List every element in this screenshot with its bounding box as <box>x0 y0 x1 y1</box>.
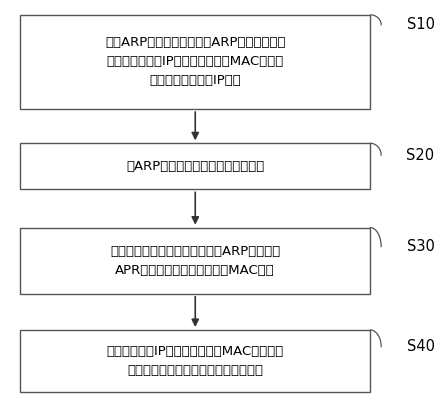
Bar <box>20 15 370 109</box>
Bar <box>20 143 370 189</box>
Text: S30: S30 <box>407 239 435 254</box>
Text: S40: S40 <box>407 339 435 354</box>
Text: 接收下位机的采集卡固件构建的ARP回应包，
APR回应包包括采集卡固件的MAC地址: 接收下位机的采集卡固件构建的ARP回应包， APR回应包包括采集卡固件的MAC地… <box>110 245 280 277</box>
Bar <box>20 330 370 392</box>
Text: S20: S20 <box>407 148 435 163</box>
Text: S10: S10 <box>407 18 435 33</box>
Text: 构建ARP地址解析协议包，ARP地址解析协议
包包括上位机的IP地址、上位机的MAC地址和
下位机的采集卡的IP地址: 构建ARP地址解析协议包，ARP地址解析协议 包包括上位机的IP地址、上位机的M… <box>105 37 285 88</box>
Bar <box>20 228 370 294</box>
Text: 将ARP地址解析协议包发送至局域网: 将ARP地址解析协议包发送至局域网 <box>126 160 264 173</box>
Text: 通过上位机的IP地址、上位机的MAC地址、端
口与下位机的采集卡固件进行单播通讯: 通过上位机的IP地址、上位机的MAC地址、端 口与下位机的采集卡固件进行单播通讯 <box>107 345 284 377</box>
